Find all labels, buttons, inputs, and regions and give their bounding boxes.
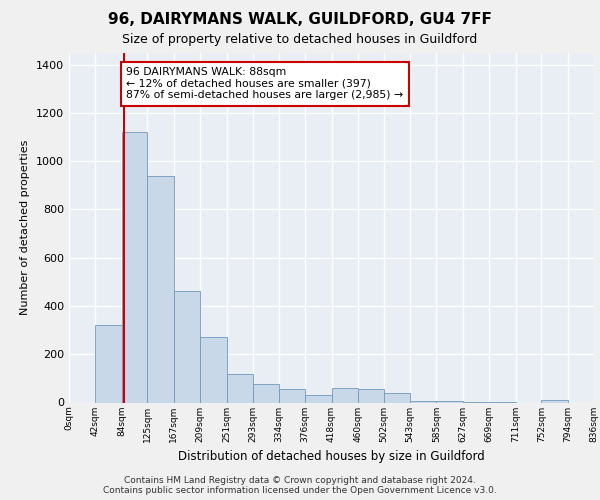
Bar bbox=[384, 393, 410, 402]
Y-axis label: Number of detached properties: Number of detached properties bbox=[20, 140, 31, 315]
Bar bbox=[305, 396, 331, 402]
Bar bbox=[358, 389, 384, 402]
Text: 96, DAIRYMANS WALK, GUILDFORD, GU4 7FF: 96, DAIRYMANS WALK, GUILDFORD, GU4 7FF bbox=[108, 12, 492, 28]
Bar bbox=[148, 176, 174, 402]
Bar bbox=[174, 292, 200, 403]
Bar bbox=[122, 132, 148, 402]
Text: 96 DAIRYMANS WALK: 88sqm
← 12% of detached houses are smaller (397)
87% of semi-: 96 DAIRYMANS WALK: 88sqm ← 12% of detach… bbox=[126, 67, 403, 100]
Text: Contains HM Land Registry data © Crown copyright and database right 2024.: Contains HM Land Registry data © Crown c… bbox=[124, 476, 476, 485]
Bar bbox=[279, 389, 305, 402]
Bar bbox=[410, 400, 436, 402]
Bar bbox=[331, 388, 358, 402]
Text: Contains public sector information licensed under the Open Government Licence v3: Contains public sector information licen… bbox=[103, 486, 497, 495]
Text: Size of property relative to detached houses in Guildford: Size of property relative to detached ho… bbox=[122, 32, 478, 46]
Bar bbox=[541, 400, 568, 402]
Bar bbox=[227, 374, 253, 402]
Bar bbox=[95, 326, 122, 402]
Bar bbox=[200, 338, 227, 402]
X-axis label: Distribution of detached houses by size in Guildford: Distribution of detached houses by size … bbox=[178, 450, 485, 463]
Bar bbox=[253, 384, 279, 402]
